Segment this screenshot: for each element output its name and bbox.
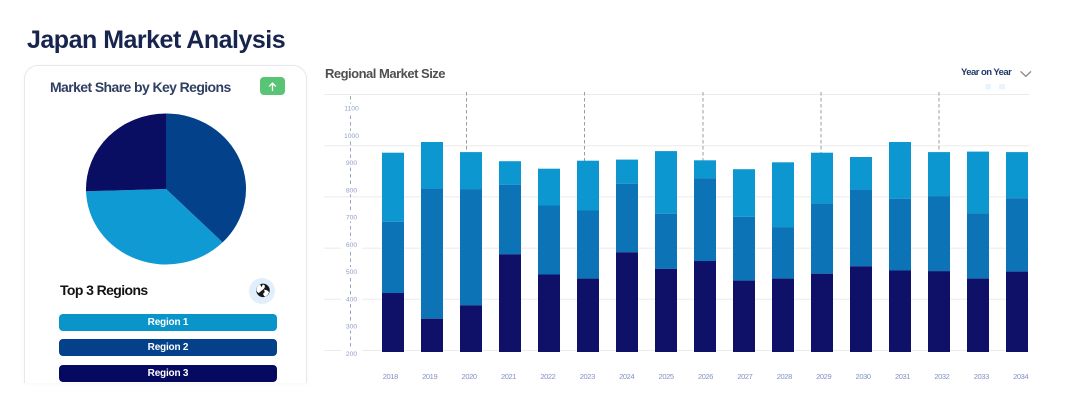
svg-text:400: 400 (346, 296, 358, 303)
svg-text:2029: 2029 (816, 372, 831, 381)
svg-text:2021: 2021 (501, 372, 516, 381)
svg-text:2026: 2026 (698, 372, 713, 381)
svg-text:300: 300 (346, 324, 358, 331)
svg-text:2022: 2022 (540, 372, 555, 381)
svg-text:2033: 2033 (974, 372, 989, 381)
svg-text:700: 700 (346, 215, 358, 222)
svg-text:600: 600 (346, 242, 358, 249)
svg-text:2023: 2023 (580, 372, 595, 381)
svg-text:2025: 2025 (659, 372, 674, 381)
svg-text:2027: 2027 (737, 372, 752, 381)
svg-text:2028: 2028 (777, 372, 792, 381)
svg-text:2024: 2024 (619, 372, 634, 381)
svg-text:500: 500 (346, 269, 358, 276)
svg-text:800: 800 (346, 187, 358, 194)
svg-text:2018: 2018 (383, 372, 398, 381)
svg-text:2031: 2031 (895, 372, 910, 381)
svg-text:2034: 2034 (1013, 372, 1028, 381)
svg-text:2032: 2032 (934, 372, 949, 381)
svg-text:2020: 2020 (462, 372, 477, 381)
svg-text:2019: 2019 (422, 372, 437, 381)
svg-text:1100: 1100 (344, 106, 359, 113)
svg-text:900: 900 (346, 160, 358, 167)
svg-text:2030: 2030 (856, 372, 871, 381)
svg-text:200: 200 (346, 351, 358, 358)
svg-text:1000: 1000 (344, 133, 359, 140)
